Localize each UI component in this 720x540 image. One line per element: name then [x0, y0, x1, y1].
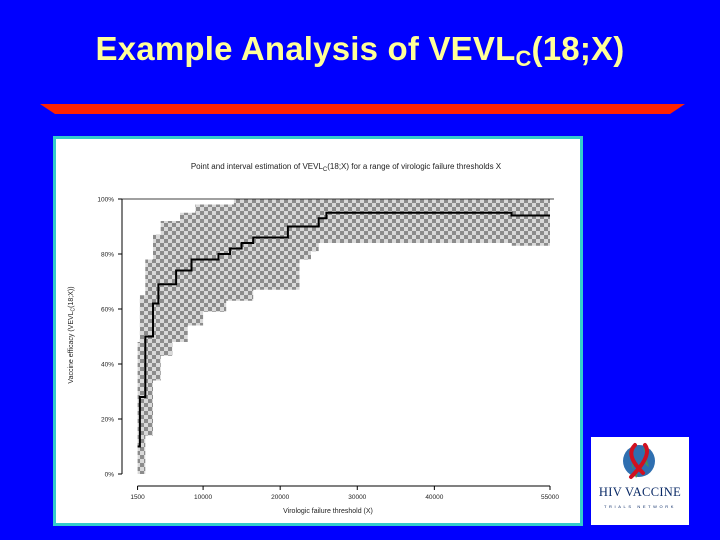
slide-title: Example Analysis of VEVLC(18;X) [95, 30, 625, 71]
x-tick-label: 30000 [348, 494, 366, 501]
estimate-series [137, 211, 550, 448]
chart-panel: Point and interval estimation of VEVLC(1… [53, 136, 583, 526]
confidence-band-area [137, 199, 550, 474]
globe-ribbon-icon [623, 443, 655, 479]
y-tick-label: 20% [101, 417, 114, 424]
chart-title: Point and interval estimation of VEVLC(1… [191, 162, 502, 173]
x-axis-label: Virologic failure threshold (X) [283, 508, 373, 515]
y-tick-label: 60% [101, 307, 114, 314]
title-underline [40, 104, 685, 114]
x-tick-label: 10000 [194, 494, 212, 501]
x-tick-label: 55000 [541, 494, 559, 501]
y-tick-label: 40% [101, 362, 114, 369]
hvtn-logo: HIV VACCINE TRIALS NETWORK [591, 437, 689, 525]
axes: 0% 20% 40% 60% 80% 100% 1500 10000 20000 30000 400… [97, 197, 559, 502]
x-tick-label: 20000 [271, 494, 289, 501]
estimate-line [137, 211, 550, 448]
x-tick-label: 1500 [130, 494, 145, 501]
logo-subtitle: TRIALS NETWORK [604, 504, 676, 509]
confidence-band [137, 199, 550, 474]
y-tick-label: 100% [97, 197, 114, 204]
y-tick-label: 0% [105, 472, 115, 479]
y-tick-label: 80% [101, 252, 114, 259]
y-axis-label: Vaccine efficacy (VEVLC(18;X)) [68, 286, 77, 383]
logo-name: HIV VACCINE [598, 485, 682, 499]
x-tick-label: 40000 [425, 494, 443, 501]
efficacy-chart: Point and interval estimation of VEVLC(1… [68, 162, 559, 515]
